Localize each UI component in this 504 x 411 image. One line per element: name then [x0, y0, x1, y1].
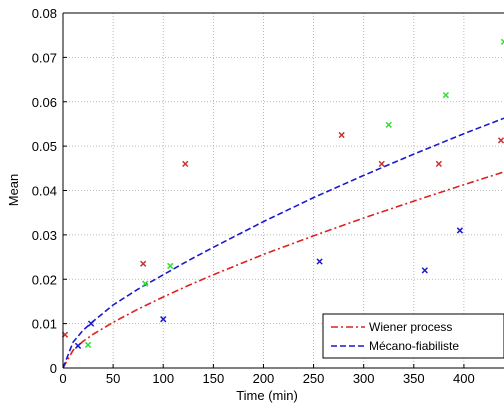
data-point — [456, 227, 464, 234]
data-point — [84, 341, 92, 349]
y-tick-label: 0.05 — [32, 139, 57, 154]
data-point — [421, 267, 428, 274]
grid-layer — [63, 12, 504, 368]
data-point — [182, 160, 189, 168]
legend: Wiener process Mécano-fiabiliste — [322, 313, 504, 359]
x-tick-label: 250 — [303, 371, 325, 386]
data-point — [378, 160, 385, 168]
y-tick-label: 0.04 — [32, 184, 57, 199]
legend-box — [322, 313, 504, 359]
data-point — [316, 258, 323, 265]
x-tick-label: 150 — [202, 371, 224, 386]
x-tick-label: 50 — [106, 371, 120, 386]
x-tick-label: 100 — [152, 371, 174, 386]
series-line — [63, 171, 504, 368]
x-axis-label: Time (min) — [236, 388, 298, 403]
data-point — [167, 262, 174, 270]
data-point — [500, 38, 504, 45]
x-tick-label: 400 — [453, 371, 475, 386]
series-line — [63, 117, 504, 368]
data-point — [87, 320, 95, 327]
y-tick-label: 0.08 — [32, 6, 57, 21]
y-tick-label: 0.03 — [32, 228, 57, 243]
data-point — [435, 160, 442, 168]
x-tick-label: 200 — [253, 371, 275, 386]
data-point — [140, 260, 147, 267]
y-tick-label: 0.06 — [32, 95, 57, 110]
data-point — [442, 91, 449, 99]
y-tick-label: 0.01 — [32, 317, 57, 332]
data-point — [497, 137, 504, 144]
y-tick-label: 0.02 — [32, 272, 57, 287]
data-point — [160, 316, 167, 323]
y-tick-label: 0 — [50, 361, 57, 376]
x-tick-label: 0 — [59, 371, 66, 386]
x-tick-label: 300 — [353, 371, 375, 386]
x-tick-label: 350 — [403, 371, 425, 386]
data-point — [142, 280, 149, 287]
y-axis-label: Mean — [6, 174, 21, 207]
marker-layer — [61, 38, 504, 349]
series-layer — [63, 117, 504, 368]
y-tick-label: 0.07 — [32, 50, 57, 65]
legend-label: Wiener process — [369, 320, 452, 334]
legend-label: Mécano-fiabiliste — [369, 339, 459, 353]
data-point — [338, 131, 345, 139]
data-point — [74, 342, 82, 349]
data-point — [385, 121, 392, 128]
ticks-layer: 0 50 100 150 200 250 300 350 400 0 0.01 0.02 0.03 0.0… — [32, 6, 475, 386]
